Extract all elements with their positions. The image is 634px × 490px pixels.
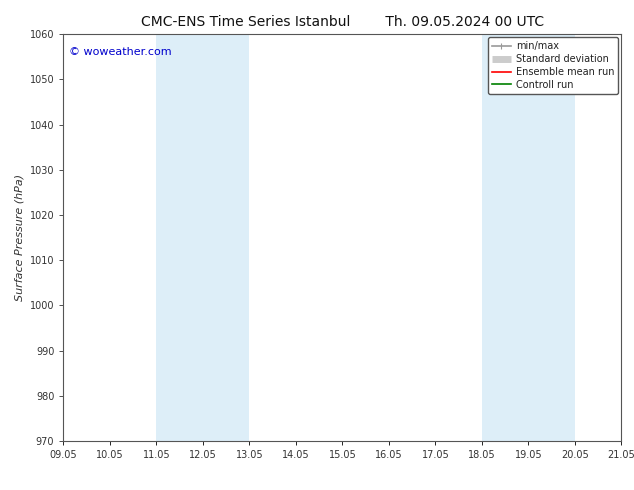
Bar	[157, 34, 249, 441]
Text: © woweather.com: © woweather.com	[69, 47, 172, 56]
Title: CMC-ENS Time Series Istanbul        Th. 09.05.2024 00 UTC: CMC-ENS Time Series Istanbul Th. 09.05.2…	[141, 15, 544, 29]
Legend: min/max, Standard deviation, Ensemble mean run, Controll run: min/max, Standard deviation, Ensemble me…	[488, 37, 618, 94]
Bar	[482, 34, 575, 441]
Y-axis label: Surface Pressure (hPa): Surface Pressure (hPa)	[14, 174, 24, 301]
